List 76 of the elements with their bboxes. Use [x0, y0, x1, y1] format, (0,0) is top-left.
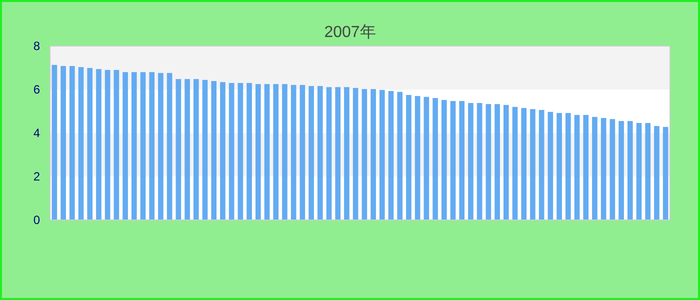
bar: [600, 118, 606, 220]
bar: [122, 72, 128, 220]
bar: [538, 110, 544, 220]
bar: [344, 87, 350, 220]
bar: [166, 72, 172, 220]
bar: [370, 89, 376, 220]
bar: [255, 84, 261, 220]
bar: [114, 70, 120, 220]
bar: [220, 82, 226, 220]
bar: [521, 108, 527, 220]
bar: [149, 72, 155, 220]
bar: [494, 104, 500, 220]
bar: [414, 96, 420, 220]
bar: [503, 104, 509, 220]
bar: [264, 84, 270, 220]
bar: [450, 101, 456, 220]
bar: [530, 109, 536, 220]
bar: [104, 70, 110, 220]
bar: [468, 102, 474, 220]
bar: [388, 91, 394, 220]
bar: [432, 98, 438, 220]
bar: [662, 126, 668, 220]
bar: [352, 88, 358, 220]
bar: [645, 122, 651, 220]
bar: [512, 106, 518, 220]
bar: [69, 66, 75, 220]
chart-title: 2007年: [324, 24, 376, 41]
bar: [654, 126, 660, 220]
bar: [238, 82, 244, 220]
bar: [556, 112, 562, 220]
bar: [326, 87, 332, 220]
bar: [379, 90, 385, 220]
bar: [60, 66, 66, 220]
y-tick-label: 6: [33, 82, 40, 96]
bar: [335, 87, 341, 220]
bar: [246, 82, 252, 220]
bar: [362, 89, 368, 220]
bar: [158, 72, 164, 220]
bar: [273, 84, 279, 220]
y-tick-label: 2: [33, 170, 40, 184]
bar: [441, 100, 447, 220]
bar: [300, 84, 306, 220]
bar: [592, 116, 598, 220]
bar: [52, 64, 58, 220]
bar: [308, 86, 314, 220]
y-tick-label: 4: [33, 126, 40, 140]
bar: [176, 79, 182, 220]
y-tick-label: 8: [33, 39, 40, 53]
bar: [211, 81, 217, 220]
bar: [627, 121, 633, 220]
bar: [228, 82, 234, 220]
bar: [317, 86, 323, 220]
bar: [140, 72, 146, 220]
bar: [565, 112, 571, 220]
bar: [574, 114, 580, 220]
bar: [610, 119, 616, 220]
bar: [397, 92, 403, 220]
bar: [424, 96, 430, 220]
bar: [618, 121, 624, 220]
bar: [193, 79, 199, 220]
bar: [87, 68, 93, 220]
bar: [78, 67, 84, 220]
y-tick-label: 0: [33, 213, 40, 227]
bar: [184, 79, 190, 220]
bar: [406, 94, 412, 220]
bar: [486, 104, 492, 220]
bar: [636, 122, 642, 220]
bar: [96, 69, 102, 220]
bar: [459, 101, 465, 220]
bar: [548, 112, 554, 220]
bar: [202, 80, 208, 220]
bar: [282, 84, 288, 220]
bar: [476, 102, 482, 220]
bar: [583, 114, 589, 220]
bar: [131, 72, 137, 220]
bar: [290, 84, 296, 220]
